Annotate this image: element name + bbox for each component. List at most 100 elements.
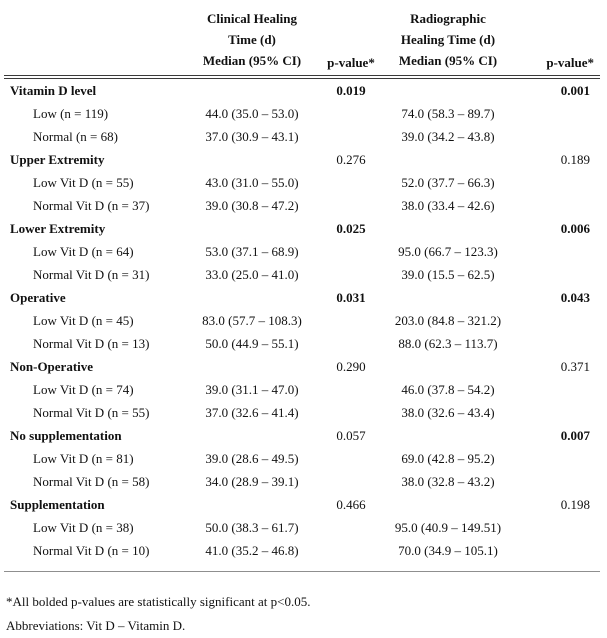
- subgroup-row: Low Vit D (n = 38) 50.0 (38.3 – 61.7) 95.0…: [4, 516, 600, 539]
- radiographic-p-value-cell: [514, 125, 600, 148]
- radiographic-p-value: 0.001: [560, 82, 590, 98]
- clinical-median-value: 39.0 (28.6 – 49.5): [205, 450, 299, 466]
- group-label: Operative: [10, 289, 66, 305]
- radiographic-p-value-cell: [514, 309, 600, 332]
- clinical-median-cell: [184, 355, 320, 378]
- subgroup-row: Low Vit D (n = 55) 43.0 (31.0 – 55.0) 52.0…: [4, 171, 600, 194]
- clinical-header-line-3: Median (95% CI): [202, 53, 302, 68]
- subgroup-label: Low Vit D (n = 64): [33, 243, 134, 259]
- subgroup-label: Low (n = 119): [33, 105, 109, 121]
- clinical-p-value-cell: [320, 516, 382, 539]
- clinical-p-value: 0.466: [336, 496, 366, 512]
- radiographic-p-value-cell: [514, 470, 600, 493]
- subgroup-label: Low Vit D (n = 45): [33, 312, 134, 328]
- clinical-median-value: 41.0 (35.2 – 46.8): [184, 539, 320, 572]
- subgroup-row: Normal Vit D (n = 37) 39.0 (30.8 – 47.2) 3…: [4, 194, 600, 217]
- clinical-median-value: 43.0 (31.0 – 55.0): [205, 174, 299, 190]
- clinical-median-value: 34.0 (28.9 – 39.1): [205, 473, 299, 489]
- clinical-p-value-column-header: p-value*: [320, 6, 382, 79]
- radiographic-p-value-cell: [514, 539, 600, 572]
- group-label: Vitamin D level: [10, 82, 97, 98]
- radiographic-median-value: 46.0 (37.8 – 54.2): [401, 381, 495, 397]
- radiographic-p-value: 0.198: [560, 496, 590, 512]
- subgroup-label: Normal Vit D (n = 37): [33, 197, 150, 213]
- subgroup-label: Normal Vit D (n = 31): [33, 266, 150, 282]
- radiographic-p-value-cell: [514, 447, 600, 470]
- radiographic-median-value: 38.0 (33.4 – 42.6): [401, 197, 495, 213]
- radiographic-p-value-cell: [514, 240, 600, 263]
- clinical-p-value: 0.025: [336, 220, 366, 236]
- healing-time-table: Clinical Healing Time (d) Median (95% CI…: [4, 6, 600, 572]
- radiographic-p-value-cell: [514, 401, 600, 424]
- subgroup-label: Normal Vit D (n = 10): [4, 539, 184, 572]
- subgroup-label: Low Vit D (n = 38): [33, 519, 134, 535]
- radiographic-median-cell: [382, 148, 514, 171]
- subgroup-label: Normal (n = 68): [33, 128, 118, 144]
- clinical-median-value: 37.0 (30.9 – 43.1): [205, 128, 299, 144]
- radiographic-p-value-cell: [514, 102, 600, 125]
- clinical-median-value: 39.0 (30.8 – 47.2): [205, 197, 299, 213]
- clinical-p-value-cell: [320, 102, 382, 125]
- radiographic-p-value: 0.043: [560, 289, 590, 305]
- clinical-p-value: 0.019: [336, 82, 366, 98]
- group-label: Upper Extremity: [10, 151, 105, 167]
- subgroup-row: Normal Vit D (n = 58) 34.0 (28.9 – 39.1) 3…: [4, 470, 600, 493]
- clinical-p-value-cell: [320, 447, 382, 470]
- clinical-p-value-cell: [320, 194, 382, 217]
- clinical-median-cell: [184, 424, 320, 447]
- clinical-median-value: 44.0 (35.0 – 53.0): [205, 105, 299, 121]
- group-label: Lower Extremity: [10, 220, 106, 236]
- clinical-p-value-cell: [320, 401, 382, 424]
- radiographic-median-cell: [382, 217, 514, 240]
- radiographic-p-value-cell: [514, 378, 600, 401]
- radiographic-median-value: 95.0 (40.9 – 149.51): [394, 519, 502, 535]
- subgroup-row: Low Vit D (n = 45) 83.0 (57.7 – 108.3) 203…: [4, 309, 600, 332]
- clinical-p-value-cell: [320, 263, 382, 286]
- group-label: Supplementation: [10, 496, 105, 512]
- clinical-healing-column-header: Clinical Healing Time (d) Median (95% CI…: [184, 6, 320, 79]
- group-row: Lower Extremity 0.025 0.006: [4, 217, 600, 240]
- clinical-median-value: 50.0 (38.3 – 61.7): [205, 519, 299, 535]
- clinical-median-value: 37.0 (32.6 – 41.4): [205, 404, 299, 420]
- radiographic-median-value: 74.0 (58.3 – 89.7): [401, 105, 495, 121]
- subgroup-row: Low Vit D (n = 64) 53.0 (37.1 – 68.9) 95.0…: [4, 240, 600, 263]
- subgroup-label: Low Vit D (n = 55): [33, 174, 134, 190]
- clinical-p-value: 0.057: [336, 427, 366, 443]
- radiographic-median-value: 88.0 (62.3 – 113.7): [398, 335, 498, 351]
- subgroup-row: Low Vit D (n = 81) 39.0 (28.6 – 49.5) 69.0…: [4, 447, 600, 470]
- radiographic-p-value: 0.007: [560, 427, 590, 443]
- group-label: Non-Operative: [10, 358, 94, 374]
- table-body: Vitamin D level 0.019 0.001 Low (n = 119) 44…: [4, 77, 600, 572]
- clinical-header-line-2: Time (d): [228, 32, 276, 47]
- radiographic-median-value: 38.0 (32.8 – 43.2): [401, 473, 495, 489]
- footnote-significance: *All bolded p-values are statistically s…: [6, 594, 311, 609]
- radiographic-median-cell: [382, 355, 514, 378]
- clinical-median-value: 39.0 (31.1 – 47.0): [205, 381, 299, 397]
- group-row: Upper Extremity 0.276 0.189: [4, 148, 600, 171]
- clinical-median-cell: [184, 217, 320, 240]
- subgroup-label: Normal Vit D (n = 13): [33, 335, 150, 351]
- clinical-p-value-cell: [320, 539, 382, 572]
- clinical-p-value: 0.276: [336, 151, 366, 167]
- header-row: Clinical Healing Time (d) Median (95% CI…: [4, 6, 600, 79]
- radiographic-healing-column-header: Radiographic Healing Time (d) Median (95…: [382, 6, 514, 79]
- subgroup-row: Low (n = 119) 44.0 (35.0 – 53.0) 74.0 (58.…: [4, 102, 600, 125]
- radiographic-p-value-cell: [514, 332, 600, 355]
- radiographic-p-value-cell: [514, 194, 600, 217]
- subgroup-row: Normal Vit D (n = 31) 33.0 (25.0 – 41.0) 3…: [4, 263, 600, 286]
- radiographic-median-value: 39.0 (15.5 – 62.5): [401, 266, 495, 282]
- footnote-abbreviations: Abbreviations: Vit D – Vitamin D.: [6, 618, 186, 633]
- subgroup-row: Normal Vit D (n = 13) 50.0 (44.9 – 55.1) 8…: [4, 332, 600, 355]
- radiographic-median-cell: [382, 424, 514, 447]
- clinical-median-value: 50.0 (44.9 – 55.1): [205, 335, 299, 351]
- clinical-p-value-cell: [320, 240, 382, 263]
- radiographic-median-cell: [382, 286, 514, 309]
- clinical-p-value-cell: [320, 332, 382, 355]
- radiographic-median-value: 69.0 (42.8 – 95.2): [401, 450, 495, 466]
- clinical-median-cell: [184, 493, 320, 516]
- clinical-p-value: 0.290: [336, 358, 366, 374]
- subgroup-label: Low Vit D (n = 81): [33, 450, 134, 466]
- radiographic-p-value-cell: [514, 516, 600, 539]
- clinical-p-value-cell: [320, 171, 382, 194]
